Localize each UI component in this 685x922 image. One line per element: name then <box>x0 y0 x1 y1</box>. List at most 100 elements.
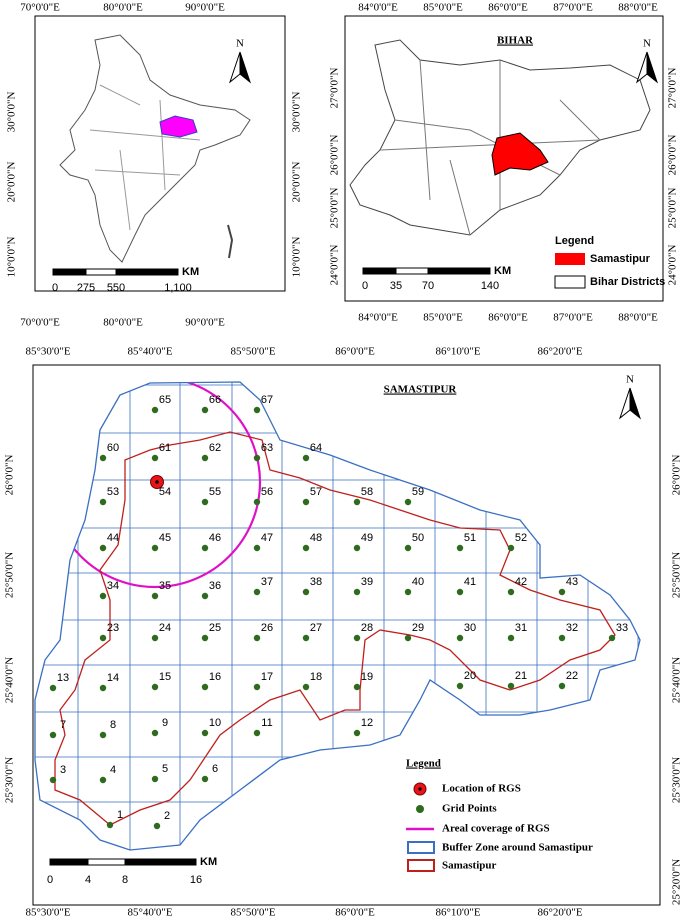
grid-point <box>151 544 159 552</box>
lat-label: 25°30'0"N <box>4 757 16 803</box>
grid-point <box>302 634 310 642</box>
grid-point <box>302 498 310 506</box>
legend-label: Samastipur <box>442 860 497 872</box>
grid-point <box>302 544 310 552</box>
bihar-frame <box>344 15 664 302</box>
grid-point <box>253 683 261 691</box>
legend-label: Grid Points <box>442 803 497 815</box>
grid-point-label: 39 <box>361 576 373 588</box>
lon-label: 86°0'0"E <box>488 312 528 324</box>
grid-point-label: 57 <box>310 486 322 498</box>
grid-point-label: 32 <box>566 622 578 634</box>
grid-point-label: 36 <box>209 580 221 592</box>
legend-swatch <box>554 275 586 289</box>
north-arrow <box>228 51 241 84</box>
grid-point-label: 11 <box>261 717 272 729</box>
grid-point-label: 50 <box>412 532 424 544</box>
scale-label: 275 <box>77 282 95 294</box>
legend-title: Legend <box>555 235 594 247</box>
legend-title: Legend <box>406 758 441 770</box>
grid-point-label: 25 <box>209 622 221 634</box>
lat-label: 25°40'0"N <box>4 657 16 703</box>
north-arrow <box>239 51 252 84</box>
india-frame <box>34 15 286 292</box>
grid-point <box>201 454 209 462</box>
lon-label: 84°0'0"E <box>358 312 398 324</box>
lon-label: 86°0'0"E <box>488 2 528 14</box>
grid-point-label: 59 <box>412 486 424 498</box>
grid-point-label: 56 <box>261 486 273 498</box>
lat-label: 30°0'0"N <box>6 92 18 133</box>
grid-point-label: 35 <box>159 580 171 592</box>
samastipur-highlight <box>491 132 549 176</box>
grid-point <box>302 588 310 596</box>
grid-point-label: 7 <box>60 719 66 731</box>
grid-point-label: 4 <box>110 764 116 776</box>
scale-label: 550 <box>107 282 125 294</box>
north-arrow <box>646 51 659 84</box>
grid-point-label: 5 <box>162 763 168 775</box>
buffer-zone <box>34 381 641 851</box>
grid-point-label: 9 <box>162 717 168 729</box>
scale-label: 0 <box>47 874 53 886</box>
scale-bar <box>49 858 89 866</box>
lon-label: 84°0'0"E <box>358 2 398 14</box>
samastipur-frame <box>32 364 661 906</box>
lon-label: 85°0'0"E <box>423 2 463 14</box>
north-label: N <box>643 38 651 50</box>
islands <box>227 224 234 259</box>
legend-label: Buffer Zone around Samastipur <box>442 842 593 854</box>
lat-label: 25°0'0"N <box>329 188 341 229</box>
grid-point <box>99 634 107 642</box>
lon-label: 88°0'0"E <box>618 312 658 324</box>
lon-label: 85°40'0"E <box>127 346 172 358</box>
grid-point-label: 31 <box>515 622 527 634</box>
grid-point-label: 53 <box>107 486 119 498</box>
lon-label: 86°20'0"E <box>537 346 582 358</box>
lon-label: 85°50'0"E <box>230 346 275 358</box>
grid-point-label: 67 <box>261 394 273 406</box>
grid-point <box>404 588 412 596</box>
lon-label: 86°10'0"E <box>435 907 480 919</box>
grid-point <box>151 592 159 600</box>
grid-point-label: 23 <box>107 622 119 634</box>
grid-point-label: 13 <box>57 672 69 684</box>
grid-point <box>201 775 209 783</box>
grid-point <box>558 588 566 596</box>
north-arrow <box>618 387 631 420</box>
grid-point <box>253 406 261 414</box>
grid-point <box>201 544 209 552</box>
lat-label: 20°0'0"N <box>291 162 303 203</box>
grid-point <box>608 634 616 642</box>
grid-point-label: 65 <box>159 394 171 406</box>
lon-label: 88°0'0"E <box>618 2 658 14</box>
samastipur-boundary <box>54 431 616 826</box>
grid-point-label: 42 <box>515 576 527 588</box>
grid-point-label: 1 <box>117 809 123 821</box>
grid-point <box>253 729 261 737</box>
grid-point <box>151 634 159 642</box>
lat-label: 10°0'0"N <box>6 237 18 278</box>
scale-label: 70 <box>422 280 434 292</box>
grid-point-label: 47 <box>261 532 273 544</box>
grid-point <box>99 498 107 506</box>
grid-point-label: 26 <box>261 622 273 634</box>
grid-point-label: 40 <box>412 576 424 588</box>
grid-point <box>507 634 515 642</box>
grid-point-label: 29 <box>412 622 424 634</box>
grid-point-label: 62 <box>209 442 221 454</box>
scale-bar <box>52 268 87 276</box>
lon-label: 85°30'0"E <box>25 346 70 358</box>
grid-point <box>49 731 57 739</box>
scale-label: 35 <box>390 280 402 292</box>
state-borders <box>89 84 201 231</box>
lat-label: 26°0'0"N <box>329 135 341 176</box>
grid-point-label: 18 <box>310 671 322 683</box>
lat-label: 20°0'0"N <box>6 162 18 203</box>
grid-point <box>151 406 159 414</box>
lon-label: 87°0'0"E <box>553 312 593 324</box>
grid-point-label: 14 <box>107 672 119 684</box>
scale-label: 8 <box>122 874 128 886</box>
grid-point-label: 17 <box>261 671 273 683</box>
